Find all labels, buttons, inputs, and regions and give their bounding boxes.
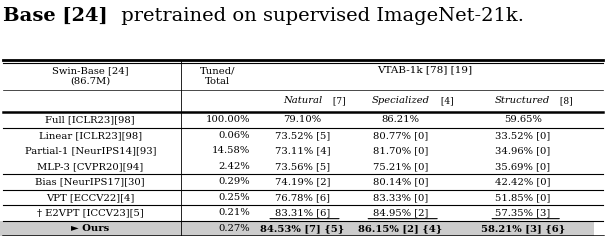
Text: 0.25%: 0.25%: [219, 193, 250, 202]
Text: † E2VPT [ICCV23][5]: † E2VPT [ICCV23][5]: [37, 208, 144, 217]
Text: VPT [ECCV22][4]: VPT [ECCV22][4]: [46, 193, 135, 202]
Text: Specialized: Specialized: [371, 96, 430, 105]
Text: [7]: [7]: [330, 96, 345, 105]
Text: 0.27%: 0.27%: [219, 224, 250, 233]
Text: 81.70% [0]: 81.70% [0]: [373, 146, 428, 155]
Text: Full [ICLR23][98]: Full [ICLR23][98]: [45, 115, 135, 124]
Text: Tuned/
Total: Tuned/ Total: [200, 66, 235, 86]
Text: Linear [ICLR23][98]: Linear [ICLR23][98]: [39, 131, 142, 140]
Text: 83.31% [6]: 83.31% [6]: [275, 208, 330, 217]
Text: ► Ours: ► Ours: [71, 224, 110, 233]
Text: 57.35% [3]: 57.35% [3]: [495, 208, 550, 217]
Text: 0.29%: 0.29%: [219, 177, 250, 186]
Text: 35.69% [0]: 35.69% [0]: [495, 162, 550, 171]
Text: [8]: [8]: [558, 96, 573, 105]
Text: 58.21% [3] {6}: 58.21% [3] {6}: [481, 224, 565, 233]
Text: [4]: [4]: [438, 96, 454, 105]
Text: 75.21% [0]: 75.21% [0]: [373, 162, 428, 171]
Text: 83.33% [0]: 83.33% [0]: [373, 193, 428, 202]
Text: 0.06%: 0.06%: [219, 131, 250, 140]
Text: Swin-Base [24]
(86.7M): Swin-Base [24] (86.7M): [52, 66, 128, 86]
Text: 79.10%: 79.10%: [284, 115, 321, 124]
Text: 73.52% [5]: 73.52% [5]: [275, 131, 330, 140]
Text: 100.00%: 100.00%: [206, 115, 250, 124]
Text: MLP-3 [CVPR20][94]: MLP-3 [CVPR20][94]: [37, 162, 144, 171]
Text: 80.77% [0]: 80.77% [0]: [373, 131, 428, 140]
Bar: [0, 220, 594, 236]
Text: Structured: Structured: [495, 96, 550, 105]
Text: 84.95% [2]: 84.95% [2]: [373, 208, 428, 217]
Text: 76.78% [6]: 76.78% [6]: [275, 193, 330, 202]
Text: 74.19% [2]: 74.19% [2]: [275, 177, 330, 186]
Text: 86.21%: 86.21%: [382, 115, 419, 124]
Text: 34.96% [0]: 34.96% [0]: [495, 146, 550, 155]
Text: 59.65%: 59.65%: [504, 115, 542, 124]
Text: 33.52% [0]: 33.52% [0]: [495, 131, 550, 140]
Text: VTAB-1k [78] [19]: VTAB-1k [78] [19]: [377, 65, 471, 74]
Text: 73.56% [5]: 73.56% [5]: [275, 162, 330, 171]
Text: 84.53% [7] {5}: 84.53% [7] {5}: [260, 224, 345, 233]
Text: 80.14% [0]: 80.14% [0]: [373, 177, 428, 186]
Text: 51.85% [0]: 51.85% [0]: [495, 193, 550, 202]
Text: Base [24]: Base [24]: [3, 7, 108, 25]
Text: Partial-1 [NeurIPS14][93]: Partial-1 [NeurIPS14][93]: [25, 146, 156, 155]
Text: 86.15% [2] {4}: 86.15% [2] {4}: [358, 224, 443, 233]
Text: 2.42%: 2.42%: [219, 162, 250, 171]
Text: pretrained on supervised ImageNet-21k.: pretrained on supervised ImageNet-21k.: [115, 7, 524, 25]
Text: Bias [NeurIPS17][30]: Bias [NeurIPS17][30]: [36, 177, 145, 186]
Text: 42.42% [0]: 42.42% [0]: [495, 177, 550, 186]
Text: 0.21%: 0.21%: [219, 208, 250, 217]
Text: 73.11% [4]: 73.11% [4]: [275, 146, 330, 155]
Text: Natural: Natural: [283, 96, 322, 105]
Text: 14.58%: 14.58%: [212, 146, 250, 155]
